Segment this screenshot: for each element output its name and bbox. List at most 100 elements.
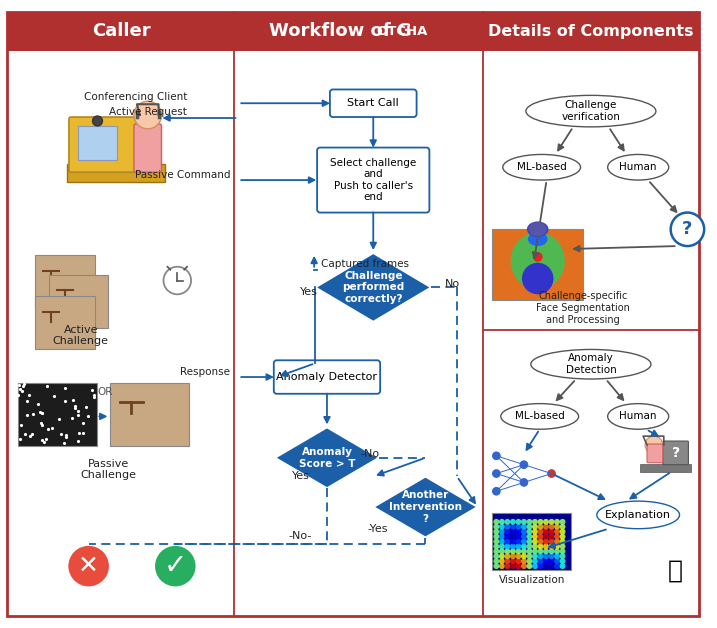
FancyBboxPatch shape — [330, 89, 417, 117]
Circle shape — [559, 529, 566, 534]
Circle shape — [499, 543, 505, 550]
FancyBboxPatch shape — [18, 383, 97, 446]
Text: ✓: ✓ — [163, 552, 187, 580]
Text: Challenge-specific
Face Segmentation
and Processing: Challenge-specific Face Segmentation and… — [536, 291, 630, 325]
Circle shape — [543, 534, 549, 539]
FancyBboxPatch shape — [134, 124, 161, 172]
Circle shape — [533, 252, 543, 262]
Circle shape — [516, 543, 521, 550]
Circle shape — [526, 558, 533, 564]
Circle shape — [546, 468, 556, 479]
Circle shape — [554, 519, 560, 525]
Circle shape — [538, 563, 543, 569]
Circle shape — [521, 543, 527, 550]
FancyBboxPatch shape — [67, 165, 166, 182]
Circle shape — [499, 519, 505, 525]
Circle shape — [521, 539, 527, 544]
Circle shape — [559, 524, 566, 529]
Circle shape — [505, 558, 511, 564]
Circle shape — [510, 558, 516, 564]
Circle shape — [526, 519, 533, 525]
Circle shape — [519, 460, 529, 470]
Circle shape — [499, 524, 505, 529]
Circle shape — [516, 529, 521, 534]
Circle shape — [510, 534, 516, 539]
Circle shape — [526, 534, 533, 539]
Circle shape — [510, 563, 516, 569]
Circle shape — [670, 212, 704, 246]
Circle shape — [493, 553, 499, 559]
Circle shape — [543, 539, 549, 544]
Circle shape — [499, 563, 505, 569]
Circle shape — [554, 534, 560, 539]
Circle shape — [526, 563, 533, 569]
Ellipse shape — [528, 232, 548, 246]
Ellipse shape — [597, 501, 680, 529]
Circle shape — [521, 563, 527, 569]
Circle shape — [493, 543, 499, 550]
Circle shape — [163, 267, 191, 295]
Text: Challenge
performed
correctly?: Challenge performed correctly? — [342, 271, 404, 304]
Text: ML-based: ML-based — [517, 162, 566, 172]
Circle shape — [532, 529, 538, 534]
Text: Conferencing Client: Conferencing Client — [84, 92, 187, 102]
Circle shape — [499, 553, 505, 559]
Circle shape — [134, 101, 161, 129]
Circle shape — [559, 548, 566, 555]
Circle shape — [153, 544, 197, 588]
Circle shape — [510, 543, 516, 550]
Text: Passive
Challenge: Passive Challenge — [80, 459, 136, 480]
Text: ?: ? — [683, 220, 693, 238]
Circle shape — [499, 548, 505, 555]
Circle shape — [493, 534, 499, 539]
Circle shape — [532, 558, 538, 564]
Circle shape — [505, 524, 511, 529]
Circle shape — [543, 548, 549, 555]
Circle shape — [532, 543, 538, 550]
Circle shape — [516, 558, 521, 564]
FancyBboxPatch shape — [7, 12, 699, 616]
Circle shape — [543, 558, 549, 564]
Circle shape — [554, 524, 560, 529]
Ellipse shape — [503, 154, 581, 180]
Circle shape — [543, 563, 549, 569]
Circle shape — [493, 539, 499, 544]
Circle shape — [526, 539, 533, 544]
Circle shape — [549, 563, 554, 569]
Circle shape — [532, 548, 538, 555]
Circle shape — [516, 553, 521, 559]
Circle shape — [516, 534, 521, 539]
Polygon shape — [275, 427, 379, 489]
Circle shape — [538, 539, 543, 544]
Circle shape — [516, 524, 521, 529]
Circle shape — [521, 529, 527, 534]
Circle shape — [493, 558, 499, 564]
FancyBboxPatch shape — [647, 444, 663, 463]
Circle shape — [549, 553, 554, 559]
Circle shape — [645, 436, 663, 454]
Text: Active Request: Active Request — [109, 107, 187, 117]
Circle shape — [491, 468, 501, 479]
Circle shape — [526, 543, 533, 550]
Circle shape — [516, 548, 521, 555]
Circle shape — [510, 548, 516, 555]
FancyBboxPatch shape — [49, 274, 108, 328]
Circle shape — [549, 534, 554, 539]
Circle shape — [499, 529, 505, 534]
Circle shape — [532, 539, 538, 544]
FancyBboxPatch shape — [640, 463, 691, 472]
Circle shape — [532, 524, 538, 529]
Circle shape — [549, 539, 554, 544]
Circle shape — [554, 553, 560, 559]
Text: Human: Human — [619, 411, 657, 421]
Circle shape — [538, 543, 543, 550]
Circle shape — [493, 563, 499, 569]
Text: Select challenge
and
Push to caller's
end: Select challenge and Push to caller's en… — [330, 158, 417, 202]
Circle shape — [516, 519, 521, 525]
Circle shape — [549, 519, 554, 525]
Circle shape — [526, 548, 533, 555]
Circle shape — [526, 529, 533, 534]
Text: ML-based: ML-based — [515, 411, 564, 421]
Ellipse shape — [526, 95, 656, 127]
Circle shape — [554, 563, 560, 569]
